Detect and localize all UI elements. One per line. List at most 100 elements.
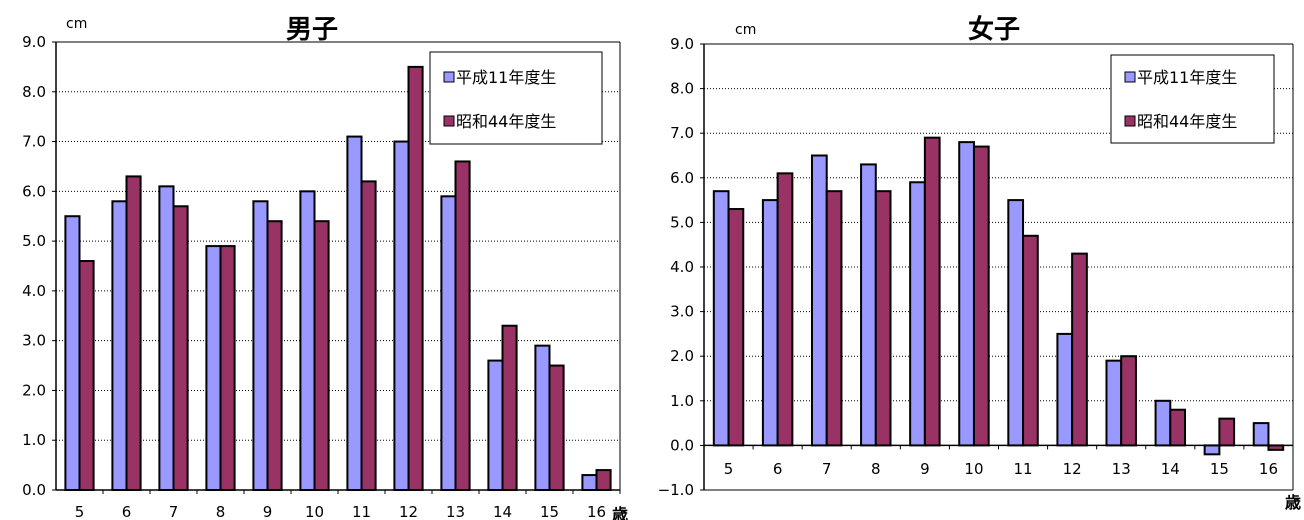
x-unit-label: 歳 bbox=[612, 505, 628, 520]
legend: 平成11年度生 昭和44年度生 bbox=[1110, 54, 1275, 144]
bar-series2 bbox=[1022, 234, 1039, 447]
legend-swatch-series2 bbox=[1124, 115, 1136, 127]
legend-box bbox=[1110, 54, 1275, 144]
y-tick-label: −1.0 bbox=[658, 481, 694, 499]
bar-series2 bbox=[360, 180, 377, 491]
chart-title: 女子 bbox=[968, 14, 1020, 45]
x-tick-label: 11 bbox=[1013, 460, 1032, 478]
y-tick-label: 4.0 bbox=[22, 282, 46, 300]
bar-series2 bbox=[874, 190, 892, 447]
y-tick-label: 2.0 bbox=[670, 347, 694, 365]
bar-series2 bbox=[1218, 417, 1236, 447]
bar-series1 bbox=[1007, 199, 1025, 447]
y-tick-label: 5.0 bbox=[670, 213, 694, 231]
y-tick-label: 8.0 bbox=[670, 80, 694, 98]
y-unit-label: cm bbox=[735, 22, 756, 38]
x-tick-label: 15 bbox=[1210, 460, 1229, 478]
x-tick-label: 13 bbox=[446, 503, 465, 520]
x-tick-label: 15 bbox=[540, 503, 559, 520]
y-tick-label: 7.0 bbox=[22, 133, 46, 151]
x-unit-label: 歳 bbox=[1285, 493, 1301, 512]
y-unit-label: cm bbox=[66, 16, 87, 32]
x-tick-label: 9 bbox=[263, 503, 273, 520]
bar-series1 bbox=[1154, 399, 1172, 447]
bar-series1 bbox=[158, 185, 175, 491]
bar-series1 bbox=[810, 154, 828, 447]
bar-series2 bbox=[1120, 355, 1137, 447]
y-tick-label: 3.0 bbox=[670, 303, 694, 321]
y-tick-label: 6.0 bbox=[670, 169, 694, 187]
x-tick-label: 5 bbox=[75, 503, 85, 520]
bar-series2 bbox=[972, 145, 990, 447]
plot-area: −1.0 0.0 1.0 2.0 3.0 4.0 5.0 6.0 7.0 8.0 9.0 5 6 7 8 9 1… bbox=[658, 35, 1294, 499]
bar-series1 bbox=[393, 140, 410, 492]
legend-label-series1: 平成11年度生 bbox=[456, 68, 556, 87]
bar-series2 bbox=[776, 172, 794, 447]
bar-series2 bbox=[595, 469, 612, 492]
y-tick-label: 2.0 bbox=[22, 381, 46, 399]
y-tick-label: 9.0 bbox=[670, 35, 694, 53]
x-tick-label: 11 bbox=[352, 503, 371, 520]
bar-series1 bbox=[1203, 444, 1221, 456]
y-tick-label: 8.0 bbox=[22, 83, 46, 101]
x-tick-label: 5 bbox=[724, 460, 734, 478]
bar-series1 bbox=[712, 190, 730, 447]
bar-series1 bbox=[205, 245, 222, 491]
y-tick-label: 6.0 bbox=[22, 182, 46, 200]
bar-series1 bbox=[64, 215, 81, 491]
y-tick-label: 3.0 bbox=[22, 332, 46, 350]
bar-series2 bbox=[407, 65, 424, 491]
bar-series2 bbox=[219, 245, 236, 491]
bar-series1 bbox=[958, 141, 975, 447]
plot-area: 0.0 1.0 2.0 3.0 4.0 5.0 6.0 7.0 8.0 9.0 5 6 7 8 9 10 11 1… bbox=[22, 33, 621, 520]
bar-series2 bbox=[125, 175, 142, 491]
bar-series2 bbox=[172, 205, 189, 491]
y-tick-label: 7.0 bbox=[670, 124, 694, 142]
y-tick-label: 1.0 bbox=[670, 392, 694, 410]
chart-female: 女子 cm 歳 −1.0 0.0 1.0 2.0 3.0 4.0 5.0 6.0 7.0 8.0 9… bbox=[658, 14, 1301, 512]
legend-label-series1: 平成11年度生 bbox=[1137, 68, 1237, 87]
bar-series1 bbox=[1105, 359, 1123, 447]
x-tick-label: 6 bbox=[122, 503, 132, 520]
bar-series2 bbox=[825, 190, 843, 447]
bar-series1 bbox=[909, 181, 926, 447]
bar-series1 bbox=[252, 200, 269, 492]
legend: 平成11年度生 昭和44年度生 bbox=[429, 51, 603, 145]
bar-series2 bbox=[1071, 252, 1088, 447]
bar-series1 bbox=[346, 135, 363, 491]
bar-series2 bbox=[454, 160, 471, 491]
bar-series2 bbox=[923, 136, 941, 447]
bar-series2 bbox=[313, 220, 330, 491]
bar-series1 bbox=[299, 190, 316, 491]
x-tick-label: 14 bbox=[1161, 460, 1180, 478]
x-tick-label: 6 bbox=[773, 460, 783, 478]
y-tick-label: 9.0 bbox=[22, 33, 46, 51]
bar-series2 bbox=[501, 324, 518, 491]
chart-male: 男子 cm 歳 0.0 1.0 2.0 3.0 4.0 5.0 6.0 7.0 8.0 9.0 5 6… bbox=[22, 15, 628, 520]
chart-title: 男子 bbox=[286, 15, 338, 45]
x-tick-label: 12 bbox=[1063, 460, 1082, 478]
x-tick-label: 7 bbox=[822, 460, 832, 478]
bar-series2 bbox=[548, 364, 565, 491]
bar-series2 bbox=[266, 220, 283, 491]
y-tick-label: 4.0 bbox=[670, 258, 694, 276]
y-tick-label: 0.0 bbox=[22, 481, 46, 499]
legend-swatch-series1 bbox=[443, 71, 455, 83]
x-tick-label: 8 bbox=[216, 503, 226, 520]
legend-swatch-series1 bbox=[1124, 71, 1136, 83]
bar-series1 bbox=[487, 359, 504, 492]
bar-series1 bbox=[1252, 422, 1270, 447]
bar-series1 bbox=[440, 195, 457, 492]
x-tick-label: 13 bbox=[1112, 460, 1131, 478]
legend-label-series2: 昭和44年度生 bbox=[456, 112, 556, 131]
legend-label-series2: 昭和44年度生 bbox=[1137, 112, 1237, 131]
legend-box bbox=[429, 51, 603, 145]
x-tick-label: 16 bbox=[587, 503, 606, 520]
bar-series1 bbox=[761, 199, 779, 447]
bar-series1 bbox=[534, 344, 551, 491]
y-tick-label: 1.0 bbox=[22, 431, 46, 449]
x-tick-label: 9 bbox=[920, 460, 930, 478]
x-tick-label: 7 bbox=[169, 503, 179, 520]
x-tick-label: 8 bbox=[871, 460, 881, 478]
